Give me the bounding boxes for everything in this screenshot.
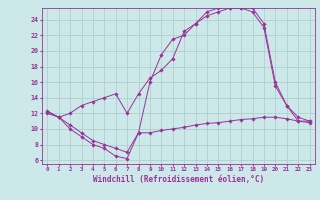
X-axis label: Windchill (Refroidissement éolien,°C): Windchill (Refroidissement éolien,°C)	[93, 175, 264, 184]
